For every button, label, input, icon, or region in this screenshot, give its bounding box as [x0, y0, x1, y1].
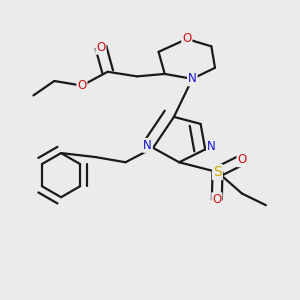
Text: S: S — [213, 165, 222, 179]
Text: O: O — [212, 193, 221, 206]
Text: O: O — [77, 79, 86, 92]
Text: O: O — [182, 32, 191, 46]
Text: N: N — [207, 140, 216, 153]
Text: O: O — [237, 153, 247, 166]
Text: N: N — [188, 72, 197, 85]
Text: O: O — [96, 41, 106, 54]
Text: N: N — [143, 139, 152, 152]
